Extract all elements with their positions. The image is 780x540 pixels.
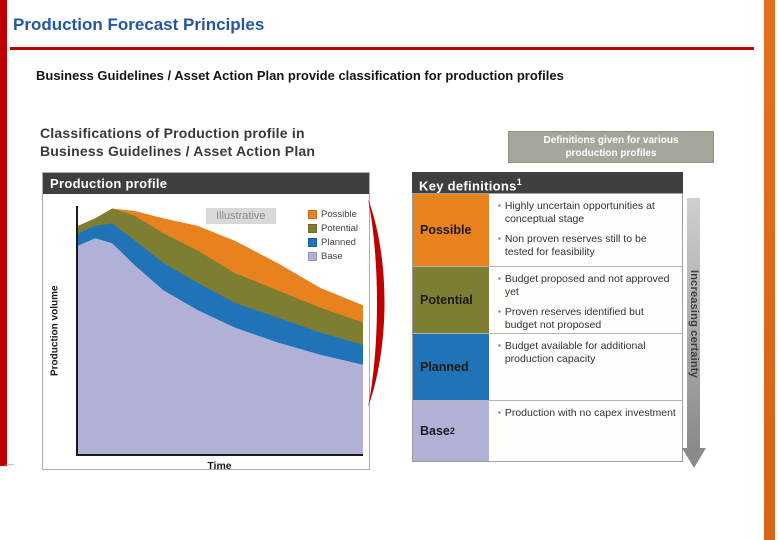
definition-content: ▪ Budget proposed and not approved yet ▪ Pr… [491,267,682,333]
definitions-note-line1: Definitions given for various [543,135,679,146]
legend-label: Possible [321,209,357,220]
legend-label: Base [321,251,343,262]
plot-area: Illustrative Possible Potential Planned Bas… [76,206,363,456]
legend-swatch-icon [308,210,318,219]
chart-header: Production profile [43,173,369,194]
definition-label-sup: 2 [449,426,455,436]
classification-heading-line1: Classifications of Production profile in [40,125,305,141]
bullet-text: Proven reserves identified but budget no… [504,306,644,332]
definition-label: Planned [413,334,491,400]
legend-swatch-icon [308,252,318,261]
bullet-text: Budget proposed and not approved yet [504,273,670,299]
right-accent-bar [764,0,775,540]
classification-heading: Classifications of Production profile in… [40,124,315,161]
definitions-note-line2: production profiles [565,148,657,159]
definition-bullet: ▪ Production with no capex investment [498,407,676,420]
definition-row-potential: Potential ▪ Budget proposed and not approv… [413,267,682,334]
legend-item-base: Base [308,251,358,262]
illustrative-tag: Illustrative [206,208,276,224]
definition-row-possible: Possible ▪ Highly uncertain opportunities … [413,194,682,267]
definition-bullet: ▪ Budget available for additional product… [498,340,676,366]
definition-label: Possible [413,194,491,266]
definition-content: ▪ Budget available for additional product… [491,334,682,400]
definition-label: Base 2 [413,401,491,461]
legend-item-possible: Possible [308,209,358,220]
definitions-table: Possible ▪ Highly uncertain opportunities … [412,193,683,462]
definition-row-base: Base 2 ▪ Production with no capex investmen… [413,401,682,461]
definition-bullet: ▪ Non proven reserves still to be tested … [498,233,676,259]
legend-item-planned: Planned [308,237,358,248]
bullet-text: Non proven reserves still to be tested f… [504,233,647,259]
bullet-icon: ▪ [498,201,501,210]
bullet-text: Highly uncertain opportunities at concep… [504,200,655,226]
legend-swatch-icon [308,224,318,233]
series-base [78,238,363,454]
arrow-bar [687,198,700,450]
definition-bullet: ▪ Proven reserves identified but budget n… [498,306,676,332]
footnote-marks: –– [5,459,14,469]
definition-bullet: ▪ Budget proposed and not approved yet [498,273,676,299]
legend-swatch-icon [308,238,318,247]
legend-item-potential: Potential [308,223,358,234]
bullet-icon: ▪ [498,408,501,417]
production-profile-chart-panel: Production profile Production volume Ill… [42,172,370,472]
definition-label-text: Potential [420,293,473,307]
title-divider [10,47,754,50]
arrow-head-icon [682,448,706,468]
definition-bullet: ▪ Highly uncertain opportunities at conce… [498,200,676,226]
definition-content: ▪ Highly uncertain opportunities at conce… [491,194,682,266]
bullet-icon: ▪ [498,341,501,350]
legend-label: Planned [321,237,356,248]
chart-legend: Possible Potential Planned Base [306,207,360,264]
definition-label-text: Possible [420,223,472,237]
bullet-icon: ▪ [498,274,501,283]
definitions-note-box: Definitions given for various production… [508,131,714,163]
bullet-text: Production with no capex investment [504,407,676,419]
definition-label-text: Base [420,424,450,438]
arrow-label: Increasing certainty [688,270,700,378]
red-swoosh-shape [368,199,385,407]
y-axis-label: Production volume [49,285,61,377]
classification-heading-line2: Business Guidelines / Asset Action Plan [40,143,316,160]
definition-label-text: Planned [420,360,469,374]
bullet-icon: ▪ [498,307,501,317]
key-definitions-footnote-sup: 1 [516,177,522,187]
bullet-text: Budget available for additional producti… [504,340,646,366]
increasing-certainty-arrow: Increasing certainty [682,198,706,474]
definition-content: ▪ Production with no capex investment [491,401,682,461]
legend-label: Potential [321,223,358,234]
definition-label: Potential [413,267,491,333]
definition-row-planned: Planned ▪ Budget available for additional … [413,334,682,401]
left-accent-bar [0,0,7,466]
x-axis-label: Time [207,460,232,472]
slide-subtitle: Business Guidelines / Asset Action Plan … [36,68,564,83]
bullet-icon: ▪ [498,234,501,244]
page-title: Production Forecast Principles [13,15,265,34]
stacked-area-chart [78,208,363,454]
key-definitions-header: Key definitions1 [412,172,683,193]
key-definitions-title: Key definitions [419,178,517,194]
